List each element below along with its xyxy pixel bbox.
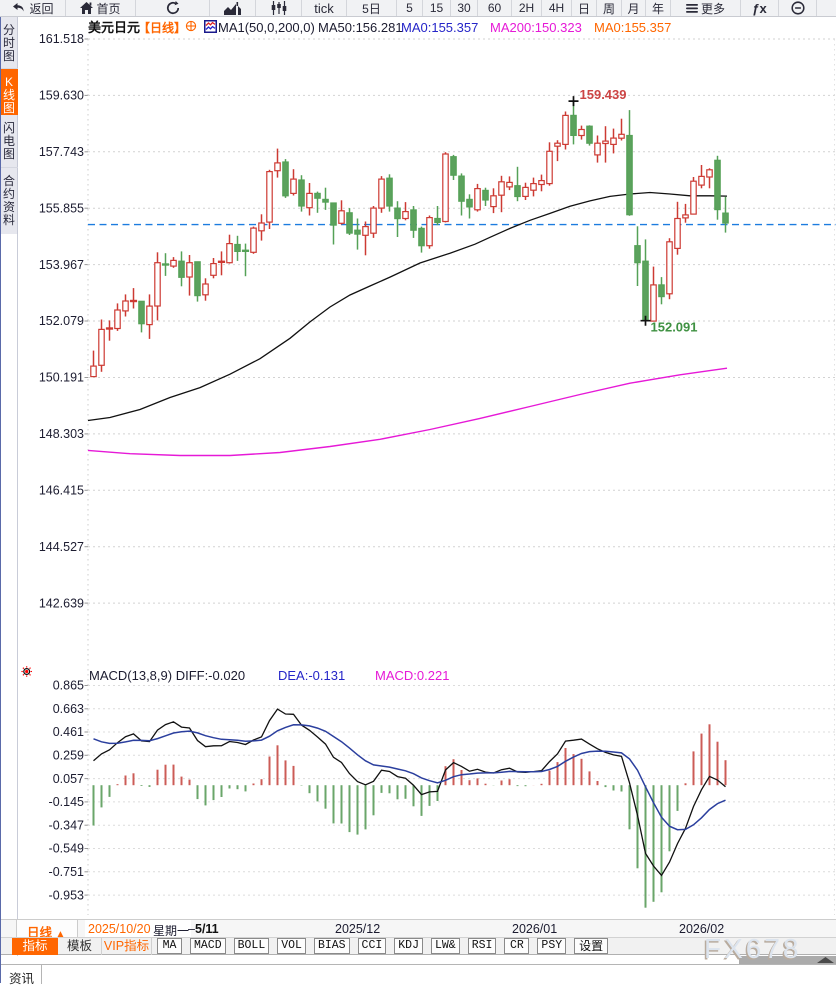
svg-text:0.663: 0.663 [53, 702, 84, 716]
svg-text:MA200:150.323: MA200:150.323 [490, 20, 582, 35]
svg-text:-0.347: -0.347 [49, 818, 84, 832]
svg-text:-0.549: -0.549 [49, 842, 84, 856]
svg-text:0.461: 0.461 [53, 725, 84, 739]
svg-text:MACD(13,8,9) DIFF:-0.020: MACD(13,8,9) DIFF:-0.020 [89, 668, 245, 683]
svg-text:155.855: 155.855 [39, 201, 84, 215]
svg-text:144.527: 144.527 [39, 540, 84, 554]
svg-text:MA50:156.281: MA50:156.281 [318, 20, 403, 35]
svg-text:153.967: 153.967 [39, 258, 84, 272]
svg-text:MA0:155.357: MA0:155.357 [594, 20, 671, 35]
svg-text:MACD:0.221: MACD:0.221 [375, 668, 449, 683]
svg-text:美元日元: 美元日元 [88, 20, 140, 35]
svg-text:-0.953: -0.953 [49, 888, 84, 902]
svg-text:-0.145: -0.145 [49, 795, 84, 809]
svg-text:0.865: 0.865 [53, 679, 84, 693]
svg-text:0.259: 0.259 [53, 749, 84, 763]
svg-text:MA0:155.357: MA0:155.357 [401, 20, 478, 35]
svg-text:148.303: 148.303 [39, 427, 84, 441]
svg-text:146.415: 146.415 [39, 484, 84, 498]
svg-text:161.518: 161.518 [39, 32, 84, 46]
svg-text:157.743: 157.743 [39, 145, 84, 159]
svg-text:142.639: 142.639 [39, 596, 84, 610]
svg-text:159.439: 159.439 [580, 87, 627, 102]
svg-text:152.079: 152.079 [39, 314, 84, 328]
svg-text:MA1(50,0,200,0): MA1(50,0,200,0) [218, 20, 315, 35]
svg-text:0.057: 0.057 [53, 772, 84, 786]
svg-text:150.191: 150.191 [39, 371, 84, 385]
svg-text:159.630: 159.630 [39, 89, 84, 103]
svg-text:【日线】: 【日线】 [138, 20, 186, 35]
svg-text:152.091: 152.091 [651, 320, 698, 335]
svg-text:DEA:-0.131: DEA:-0.131 [278, 668, 345, 683]
svg-text:-0.751: -0.751 [49, 865, 84, 879]
